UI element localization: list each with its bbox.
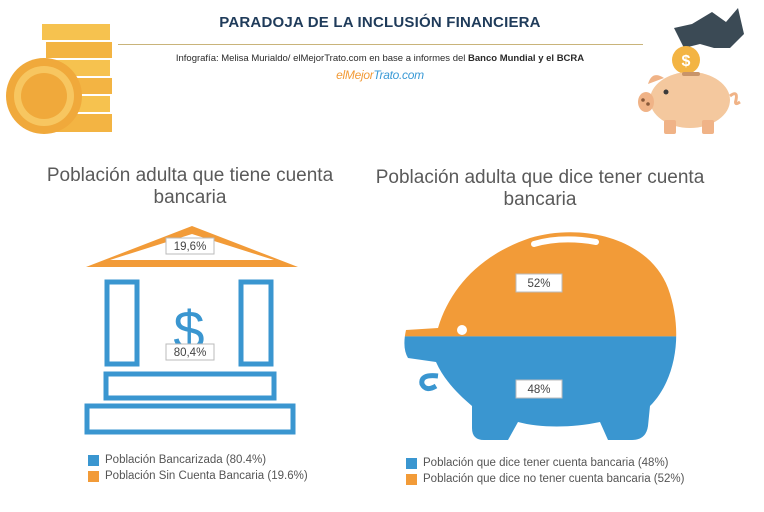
- page-title: PARADOJA DE LA INCLUSIÓN FINANCIERA: [219, 14, 541, 31]
- data-label-con-cuenta: 48%: [515, 379, 563, 399]
- source-credit: Infografía: Melisa Murialdo/ elMejorTrat…: [120, 53, 640, 64]
- data-label-sin-cuenta: 19,6%: [165, 237, 215, 255]
- data-label-text: 19,6%: [174, 241, 207, 253]
- legend-label: Población Sin Cuenta Bancaria (19.6%): [105, 470, 308, 482]
- piggy-eye: [457, 325, 467, 335]
- bank-chart: $ 19,6% 80,4%: [84, 226, 298, 435]
- right-legend: Población que dice tener cuenta bancaria…: [406, 455, 684, 487]
- right-chart-title: Población adulta que dice tener cuenta b…: [375, 167, 705, 210]
- piggy-bank-coin-icon: $: [638, 8, 744, 134]
- brand-logo-part2: Trato.com: [373, 68, 424, 82]
- legend-label: Población que dice no tener cuenta banca…: [423, 473, 685, 485]
- data-label-text: 48%: [527, 384, 550, 396]
- legend-swatch-blue: [406, 457, 417, 469]
- data-label-text: 52%: [527, 278, 550, 290]
- legend-swatch-orange: [88, 470, 99, 482]
- legend-label: Población Bancarizada (80.4%): [105, 454, 267, 466]
- legend-item: Población que dice tener cuenta bancaria…: [406, 455, 684, 471]
- data-label-bancarizada: 80,4%: [165, 343, 215, 361]
- title-divider: [118, 44, 643, 45]
- legend-item: Población Bancarizada (80.4%): [88, 452, 308, 468]
- piggy-chart: 52% 48%: [404, 232, 677, 441]
- legend-swatch-blue: [88, 454, 99, 466]
- piggy-segment-no-cuenta: [404, 232, 677, 337]
- brand-logo-part1: elMejor: [336, 68, 374, 82]
- left-chart-title: Población adulta que tiene cuenta bancar…: [46, 165, 334, 208]
- legend-item: Población que dice no tener cuenta banca…: [406, 471, 684, 487]
- legend-swatch-orange: [406, 473, 417, 485]
- piggy-slot: [531, 236, 599, 247]
- legend-item: Población Sin Cuenta Bancaria (19.6%): [88, 468, 308, 484]
- piggy-tail: [419, 373, 439, 392]
- legend-label: Población que dice tener cuenta bancaria…: [423, 457, 669, 469]
- credit-bold-text: Banco Mundial y el BCRA: [468, 53, 585, 64]
- data-label-no-cuenta: 52%: [515, 273, 563, 293]
- svg-text:$: $: [682, 53, 691, 70]
- data-label-text: 80,4%: [174, 347, 207, 359]
- left-legend: Población Bancarizada (80.4%) Población …: [88, 452, 308, 484]
- brand-logo: elMejorTrato.com: [120, 68, 640, 82]
- coin-stack-icon: [6, 24, 112, 134]
- credit-text: Infografía: Melisa Murialdo/ elMejorTrat…: [175, 53, 469, 64]
